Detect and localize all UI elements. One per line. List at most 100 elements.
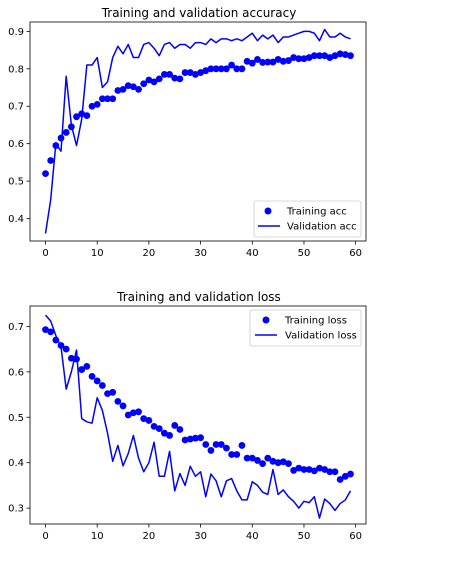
x-tick-label: 40 xyxy=(246,531,259,542)
tick-layer: 0 10 20 30 40 50 60 0.4 0.5 0.6 0.7 0.8 0.9 xyxy=(8,27,362,259)
y-tick-label: 0.9 xyxy=(8,27,24,38)
data-point-training xyxy=(197,69,204,76)
data-point-training xyxy=(305,466,313,473)
data-point-training xyxy=(104,390,111,398)
data-point-training xyxy=(228,61,236,69)
data-point-training xyxy=(93,100,101,108)
data-point-training xyxy=(207,65,215,73)
data-point-training xyxy=(279,458,287,466)
data-point-training xyxy=(336,476,344,483)
data-point-training xyxy=(171,422,179,429)
data-point-training xyxy=(290,467,298,474)
data-point-training xyxy=(124,82,132,90)
data-point-training xyxy=(181,436,189,444)
data-point-training xyxy=(341,51,349,58)
data-point-training xyxy=(67,354,75,362)
chart-title: Training and validation accuracy xyxy=(101,6,297,20)
data-point-training xyxy=(114,397,122,405)
data-point-training xyxy=(119,402,127,410)
legend-box xyxy=(253,200,362,238)
data-point-training xyxy=(93,377,101,385)
data-point-training xyxy=(114,87,122,94)
data-point-training xyxy=(259,59,267,66)
y-tick-label: 0.4 xyxy=(8,214,24,225)
y-tick-label: 0.5 xyxy=(8,177,24,188)
data-point-training xyxy=(109,388,117,396)
data-point-training xyxy=(47,157,55,164)
data-layer xyxy=(42,28,354,234)
data-point-training xyxy=(192,71,199,78)
data-point-training xyxy=(274,459,282,467)
chart-title: Training and validation loss xyxy=(116,290,281,304)
data-point-training xyxy=(202,441,210,448)
data-point-training xyxy=(212,65,220,73)
data-point-training xyxy=(42,326,49,334)
data-point-training xyxy=(254,56,261,63)
data-point-training xyxy=(88,102,96,110)
data-point-training xyxy=(248,454,256,462)
data-point-training xyxy=(78,366,86,373)
x-tick-label: 20 xyxy=(143,531,156,542)
data-point-training xyxy=(310,52,318,60)
data-point-training xyxy=(264,454,272,462)
data-point-training xyxy=(62,345,70,353)
data-point-training xyxy=(98,382,106,389)
data-point-training xyxy=(176,426,184,433)
data-point-training xyxy=(119,85,127,93)
data-point-training xyxy=(212,441,220,448)
loss-chart: Training and validation loss 0 10 20 30 40 50… xyxy=(8,290,367,542)
data-point-training xyxy=(155,425,163,433)
y-tick-label: 0.8 xyxy=(8,64,24,75)
data-point-training xyxy=(47,328,55,336)
legend-marker-training xyxy=(264,207,272,215)
data-point-training xyxy=(202,67,210,75)
data-point-training xyxy=(145,76,153,84)
x-tick-label: 0 xyxy=(42,248,48,259)
data-point-training xyxy=(321,466,329,473)
data-point-training xyxy=(238,65,246,73)
data-point-training xyxy=(300,466,308,473)
data-point-training xyxy=(269,457,277,465)
data-point-training xyxy=(295,55,303,63)
data-point-training xyxy=(181,69,189,76)
data-point-training xyxy=(228,451,236,458)
series-line-validation xyxy=(44,314,352,519)
x-tick-label: 40 xyxy=(246,248,259,259)
legend-box xyxy=(249,309,362,347)
data-point-training xyxy=(83,363,91,370)
data-point-training xyxy=(264,58,272,66)
legend-label-training: Training loss xyxy=(284,316,347,327)
data-point-training xyxy=(248,59,256,67)
data-point-training xyxy=(326,468,334,476)
data-point-training xyxy=(161,429,168,437)
data-point-training xyxy=(150,78,158,86)
data-point-training xyxy=(135,408,142,416)
data-point-training xyxy=(42,170,49,178)
data-point-training xyxy=(310,467,318,475)
data-point-training xyxy=(161,71,168,78)
data-point-training xyxy=(207,447,215,454)
data-point-training xyxy=(192,434,199,442)
data-point-training xyxy=(341,472,349,480)
y-tick-label: 0.7 xyxy=(8,102,24,113)
data-point-training xyxy=(78,110,86,118)
data-point-training xyxy=(88,373,96,380)
series-line-validation xyxy=(44,28,351,234)
x-tick-label: 60 xyxy=(349,248,362,259)
data-point-training xyxy=(155,75,163,83)
data-point-training xyxy=(321,52,329,60)
data-point-training xyxy=(217,65,225,73)
data-point-training xyxy=(124,411,132,419)
data-point-training xyxy=(57,134,65,142)
data-point-training xyxy=(331,468,339,476)
data-point-training xyxy=(274,56,282,63)
x-tick-label: 60 xyxy=(349,531,362,542)
data-point-training xyxy=(140,80,148,88)
data-point-training xyxy=(176,75,184,83)
x-tick-label: 30 xyxy=(194,531,207,542)
x-tick-label: 10 xyxy=(91,248,104,259)
y-tick-label: 0.6 xyxy=(8,139,24,150)
data-point-training xyxy=(300,55,308,63)
x-tick-label: 20 xyxy=(143,248,156,259)
